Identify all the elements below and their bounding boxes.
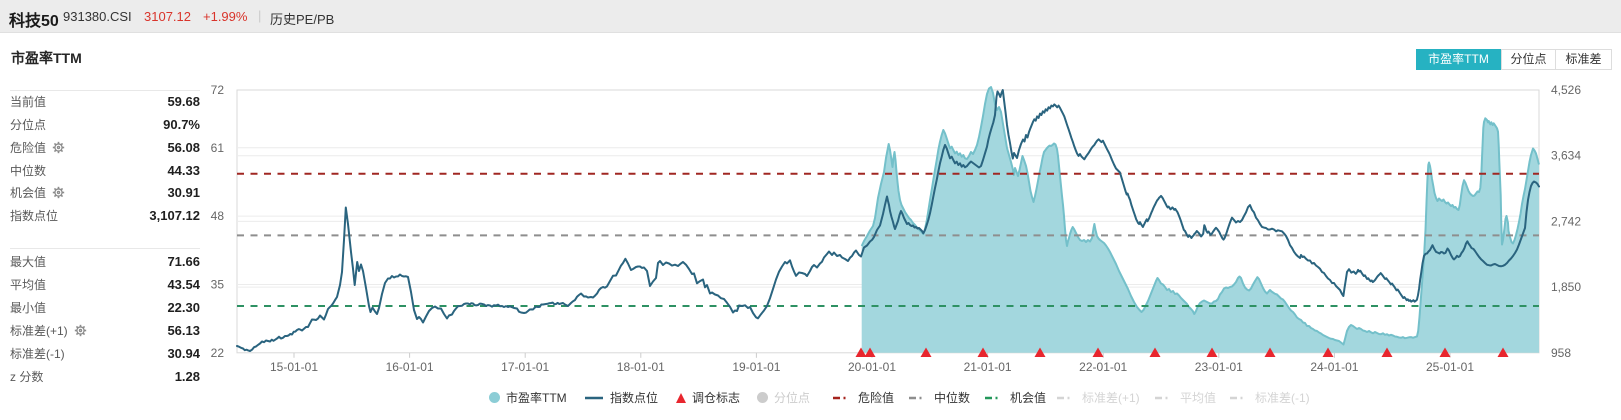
svg-text:48: 48 bbox=[211, 209, 225, 223]
svg-text:23-01-01: 23-01-01 bbox=[1195, 360, 1243, 374]
svg-text:61: 61 bbox=[211, 141, 225, 155]
svg-text:21-01-01: 21-01-01 bbox=[964, 360, 1012, 374]
svg-text:35: 35 bbox=[211, 278, 225, 292]
svg-text:1,850: 1,850 bbox=[1551, 280, 1581, 294]
svg-text:17-01-01: 17-01-01 bbox=[501, 360, 549, 374]
svg-text:18-01-01: 18-01-01 bbox=[617, 360, 665, 374]
svg-text:20-01-01: 20-01-01 bbox=[848, 360, 896, 374]
svg-text:958: 958 bbox=[1551, 346, 1571, 360]
svg-text:16-01-01: 16-01-01 bbox=[386, 360, 434, 374]
svg-text:25-01-01: 25-01-01 bbox=[1426, 360, 1474, 374]
svg-text:4,526: 4,526 bbox=[1551, 83, 1581, 97]
svg-text:15-01-01: 15-01-01 bbox=[270, 360, 318, 374]
svg-text:22-01-01: 22-01-01 bbox=[1079, 360, 1127, 374]
svg-text:24-01-01: 24-01-01 bbox=[1310, 360, 1358, 374]
svg-text:3,634: 3,634 bbox=[1551, 149, 1581, 163]
svg-text:72: 72 bbox=[211, 83, 225, 97]
svg-text:22: 22 bbox=[211, 346, 225, 360]
svg-text:19-01-01: 19-01-01 bbox=[732, 360, 780, 374]
svg-text:2,742: 2,742 bbox=[1551, 214, 1581, 228]
